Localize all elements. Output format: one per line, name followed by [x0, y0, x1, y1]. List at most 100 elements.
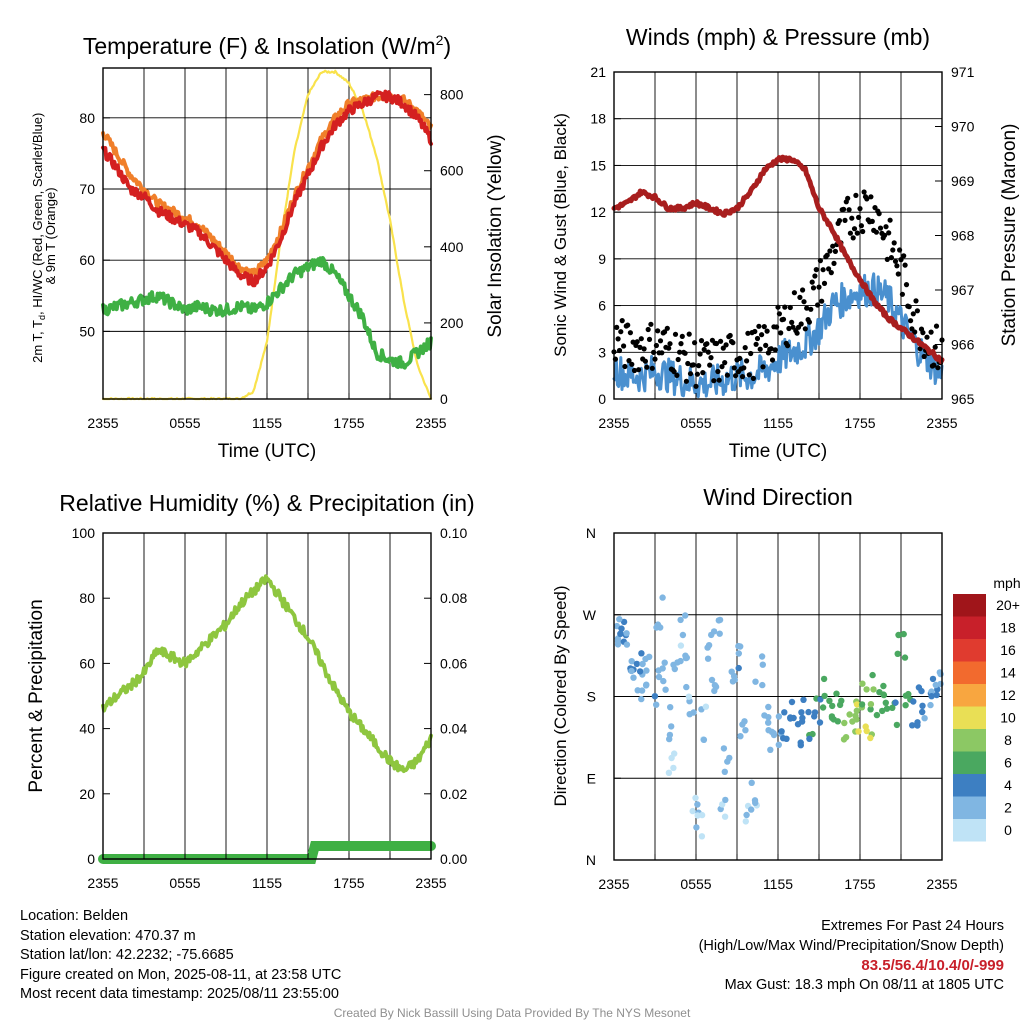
- gust-point: [847, 230, 854, 236]
- gust-point: [648, 321, 654, 327]
- gust-point: [742, 345, 748, 351]
- x-tick-label: 0555: [169, 415, 200, 431]
- x-tick-label: 1755: [844, 876, 875, 892]
- gust-point: [644, 364, 650, 370]
- gust-point: [733, 373, 739, 379]
- direction-point: [765, 719, 772, 726]
- direction-point: [716, 616, 724, 624]
- gust-point: [817, 258, 824, 264]
- y-tick-label: E: [587, 770, 596, 786]
- gust-point: [917, 346, 923, 352]
- direction-title: Wind Direction: [703, 484, 853, 510]
- x-tick-label: 1155: [763, 876, 793, 892]
- humidity-ticks: 2355 0555 1155 1755 2355 0 20 40 60 80 100 0.00 0.02…: [72, 525, 468, 891]
- y-right-tick-label: 968: [951, 228, 975, 244]
- gust-point: [641, 346, 647, 352]
- gust-point: [780, 316, 787, 322]
- gust-point: [854, 230, 860, 236]
- humidity-grid: [143, 533, 391, 859]
- winds-ticks: 2355 0555 1155 1755 2355 0 3 6 9 12 15 18 21 965 966 96…: [590, 64, 974, 431]
- gust-point: [857, 206, 863, 212]
- direction-point: [620, 618, 628, 626]
- gust-point: [809, 279, 815, 285]
- colorbar-swatch: [953, 684, 986, 707]
- colorbar-label: 6: [1004, 755, 1012, 771]
- gust-point: [892, 258, 899, 264]
- gust-point: [846, 207, 852, 213]
- direction-point: [683, 654, 690, 661]
- gust-point: [761, 324, 767, 330]
- direction-point: [775, 713, 783, 720]
- direction-point: [708, 676, 716, 684]
- gust-point: [894, 263, 900, 269]
- gust-point: [888, 255, 895, 261]
- gust-point: [798, 321, 804, 327]
- direction-point: [667, 704, 674, 711]
- colorbar-label: 2: [1004, 800, 1012, 816]
- colorbar-label: 4: [1004, 777, 1012, 793]
- gust-point: [776, 311, 783, 317]
- direction-point: [829, 702, 836, 710]
- gust-point: [810, 285, 817, 291]
- direction-point: [862, 723, 869, 730]
- direction-point: [880, 691, 888, 699]
- y-right-tick-label: 966: [951, 337, 975, 353]
- x-tick-label: 2355: [87, 875, 118, 891]
- direction-point: [671, 750, 678, 757]
- colorbar-swatch: [953, 706, 986, 729]
- gust-point: [718, 338, 724, 344]
- gust-point: [698, 338, 705, 344]
- gust-point: [631, 367, 638, 374]
- gust-point: [869, 218, 875, 224]
- y-right-tick-label: 400: [440, 239, 464, 255]
- gust-point: [696, 363, 702, 369]
- gust-point: [737, 355, 743, 361]
- direction-point: [770, 731, 778, 739]
- temperature-ticks: 2355 0555 1155 1755 235550607080020040060080…: [79, 87, 463, 431]
- y-tick-label: W: [583, 607, 597, 623]
- gust-point: [731, 365, 737, 371]
- direction-point: [737, 733, 744, 740]
- winds-panel: Winds (mph) & Pressure (mb) 2355 0555 1155…: [551, 24, 1020, 462]
- direction-point: [614, 638, 622, 645]
- gust-point: [860, 228, 866, 235]
- gust-point: [873, 229, 880, 235]
- gust-point: [800, 287, 806, 293]
- y-right-tick-label: 965: [951, 391, 975, 407]
- direction-point: [806, 735, 813, 742]
- gust-point: [614, 324, 620, 330]
- direction-point: [677, 616, 684, 624]
- direction-point: [859, 680, 866, 687]
- y-tick-label: 60: [79, 252, 95, 268]
- gust-point: [931, 362, 937, 368]
- direction-point: [653, 624, 660, 631]
- y-tick-label: 80: [79, 590, 95, 606]
- gust-point: [789, 319, 795, 325]
- gust-point: [774, 324, 780, 330]
- gust-point: [813, 267, 819, 273]
- gust-point: [683, 378, 690, 384]
- y-tick-label: S: [587, 689, 596, 705]
- direction-point: [623, 630, 630, 637]
- x-tick-label: 2355: [926, 415, 957, 431]
- direction-point: [783, 735, 790, 742]
- gust-point: [895, 271, 901, 277]
- y-tick-label: 18: [590, 111, 606, 127]
- gust-point: [826, 266, 832, 272]
- gust-point: [646, 336, 653, 342]
- direction-point: [694, 801, 701, 808]
- x-tick-label: 2355: [415, 415, 446, 431]
- x-tick-label: 1755: [333, 875, 364, 891]
- gust-point: [719, 364, 725, 370]
- gust-point: [828, 270, 834, 276]
- gust-point: [868, 194, 874, 200]
- temperature-panel: Temperature (F) & Insolation (W/m2) 2355…: [30, 32, 506, 462]
- gust-point: [908, 318, 914, 324]
- direction-point: [683, 683, 690, 691]
- winds-title: Winds (mph) & Pressure (mb): [626, 24, 930, 50]
- direction-point: [853, 701, 861, 708]
- colorbar-swatch: [953, 729, 986, 752]
- direction-point: [623, 641, 631, 648]
- gust-point: [666, 345, 672, 351]
